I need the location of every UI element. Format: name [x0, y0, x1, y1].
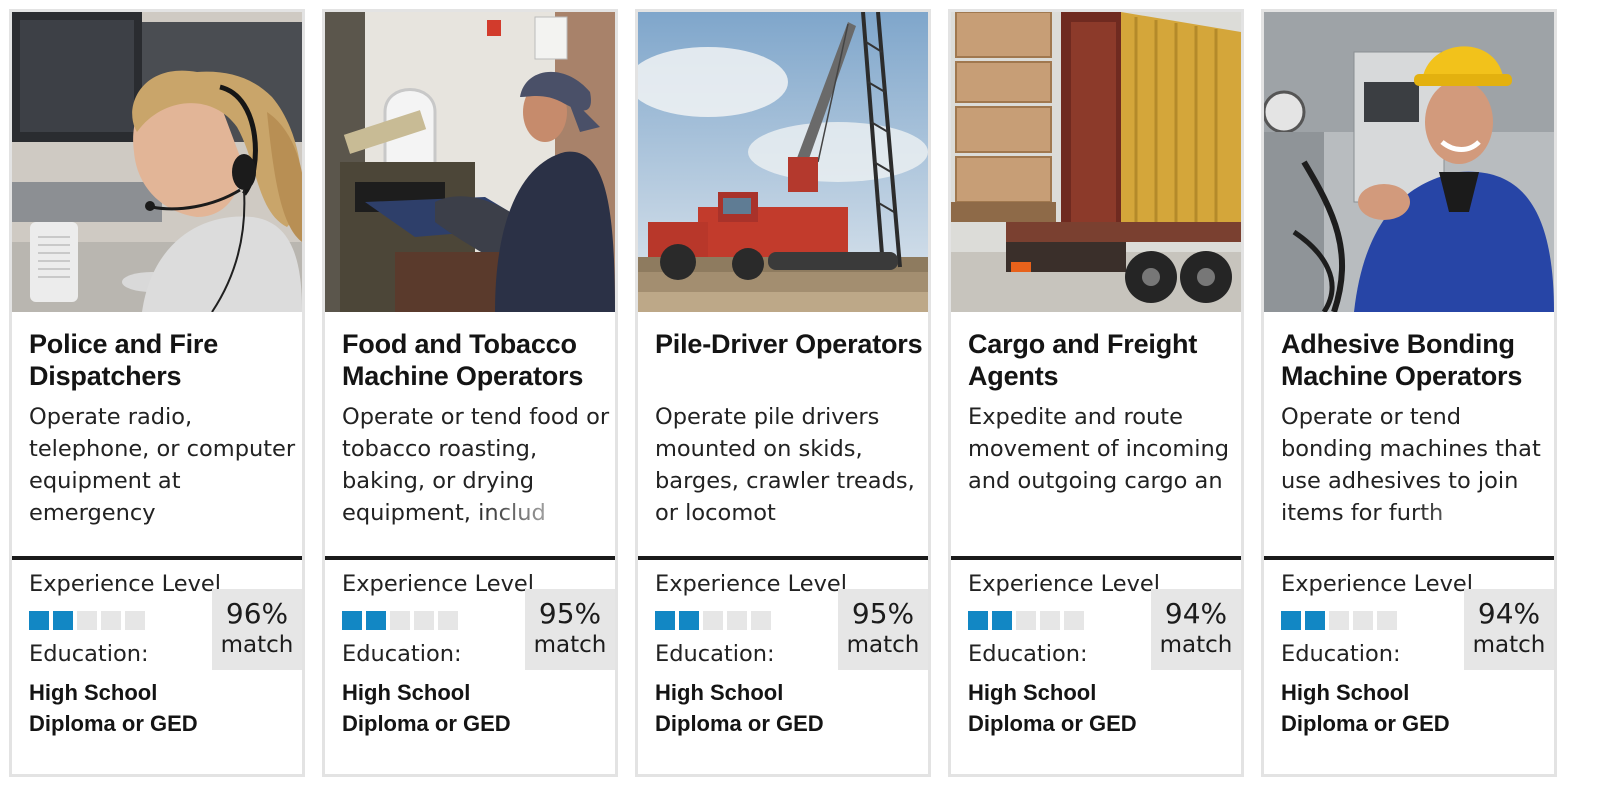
experience-segment-empty [751, 611, 771, 630]
career-card[interactable]: Police and Fire Dispatchers Operate radi… [9, 9, 305, 777]
experience-meter [1281, 611, 1397, 631]
experience-meter [655, 611, 771, 631]
experience-segment-empty [101, 611, 121, 630]
career-card[interactable]: Cargo and Freight Agents Expedite and ro… [948, 9, 1244, 777]
experience-segment-empty [1064, 611, 1084, 630]
education-value: High School Diploma or GED [1281, 680, 1450, 736]
experience-meter [968, 611, 1084, 631]
experience-level-label: Experience Level [29, 571, 222, 597]
experience-segment-filled [679, 611, 699, 630]
text-fade-overlay [474, 497, 614, 529]
experience-segment-empty [1040, 611, 1060, 630]
experience-level-label: Experience Level [968, 571, 1161, 597]
text-fade-overlay [161, 497, 301, 529]
card-description: Expedite and route movement of incoming … [968, 401, 1240, 529]
experience-segment-filled [1305, 611, 1325, 630]
education-value: High School Diploma or GED [968, 680, 1137, 736]
match-badge: 96% match [212, 589, 302, 670]
education-label: Education: [342, 641, 462, 667]
match-percent: 94% [1477, 597, 1541, 630]
card-description: Operate or tend bonding machines that us… [1281, 401, 1553, 529]
experience-segment-empty [438, 611, 458, 630]
education-label: Education: [29, 641, 149, 667]
dispatcher-photo [12, 12, 302, 312]
experience-segment-filled [655, 611, 675, 630]
text-fade-overlay [1413, 497, 1553, 529]
experience-segment-empty [727, 611, 747, 630]
card-description: Operate radio, telephone, or computer eq… [29, 401, 301, 529]
card-title[interactable]: Police and Fire Dispatchers [29, 329, 219, 391]
career-card[interactable]: Pile-Driver Operators Operate pile drive… [635, 9, 931, 777]
match-label: match [846, 632, 920, 658]
experience-meter [342, 611, 458, 631]
card-description-text: Operate radio, telephone, or computer eq… [29, 404, 296, 526]
card-title[interactable]: Cargo and Freight Agents [968, 329, 1198, 391]
card-description: Operate pile drivers mounted on skids, b… [655, 401, 927, 529]
match-badge: 94% match [1151, 589, 1241, 670]
pile-driver-photo [638, 12, 928, 312]
experience-segment-empty [1353, 611, 1373, 630]
food-operator-photo [325, 12, 615, 312]
match-label: match [533, 632, 607, 658]
experience-segment-empty [77, 611, 97, 630]
match-badge: 94% match [1464, 589, 1554, 670]
match-percent: 95% [851, 597, 915, 630]
education-value: High School Diploma or GED [342, 680, 511, 736]
experience-segment-empty [125, 611, 145, 630]
match-label: match [1159, 632, 1233, 658]
experience-segment-empty [390, 611, 410, 630]
experience-segment-filled [968, 611, 988, 630]
match-label: match [220, 632, 294, 658]
match-percent: 96% [225, 597, 289, 630]
card-divider [325, 556, 615, 560]
education-value: High School Diploma or GED [655, 680, 824, 736]
card-description-text: Operate or tend bonding machines that us… [1281, 404, 1541, 526]
card-divider [12, 556, 302, 560]
card-description-text: Operate pile drivers mounted on skids, b… [655, 404, 915, 526]
education-label: Education: [968, 641, 1088, 667]
match-badge: 95% match [838, 589, 928, 670]
experience-segment-filled [366, 611, 386, 630]
career-card[interactable]: Adhesive Bonding Machine Operators Opera… [1261, 9, 1557, 777]
card-divider [951, 556, 1241, 560]
career-card[interactable]: Food and Tobacco Machine Operators Opera… [322, 9, 618, 777]
education-label: Education: [1281, 641, 1401, 667]
card-divider [638, 556, 928, 560]
text-fade-overlay [1100, 497, 1240, 529]
experience-level-label: Experience Level [655, 571, 848, 597]
text-fade-overlay [787, 497, 927, 529]
match-label: match [1472, 632, 1546, 658]
experience-segment-empty [414, 611, 434, 630]
education-value: High School Diploma or GED [29, 680, 198, 736]
experience-meter [29, 611, 145, 631]
experience-segment-filled [1281, 611, 1301, 630]
card-description-text: Operate or tend food or tobacco roasting… [342, 404, 610, 526]
card-divider [1264, 556, 1554, 560]
experience-level-label: Experience Level [342, 571, 535, 597]
match-badge: 95% match [525, 589, 615, 670]
card-description: Operate or tend food or tobacco roasting… [342, 401, 614, 529]
experience-segment-filled [992, 611, 1012, 630]
card-title[interactable]: Food and Tobacco Machine Operators [342, 329, 584, 391]
experience-segment-empty [703, 611, 723, 630]
bonding-operator-photo [1264, 12, 1554, 312]
match-percent: 95% [538, 597, 602, 630]
experience-level-label: Experience Level [1281, 571, 1474, 597]
cargo-photo [951, 12, 1241, 312]
experience-segment-filled [342, 611, 362, 630]
education-label: Education: [655, 641, 775, 667]
experience-segment-filled [53, 611, 73, 630]
card-title[interactable]: Adhesive Bonding Machine Operators [1281, 329, 1523, 391]
experience-segment-filled [29, 611, 49, 630]
card-title[interactable]: Pile-Driver Operators [655, 329, 923, 359]
experience-segment-empty [1329, 611, 1349, 630]
card-description-text: Expedite and route movement of incoming … [968, 404, 1230, 494]
match-percent: 94% [1164, 597, 1228, 630]
experience-segment-empty [1016, 611, 1036, 630]
experience-segment-empty [1377, 611, 1397, 630]
